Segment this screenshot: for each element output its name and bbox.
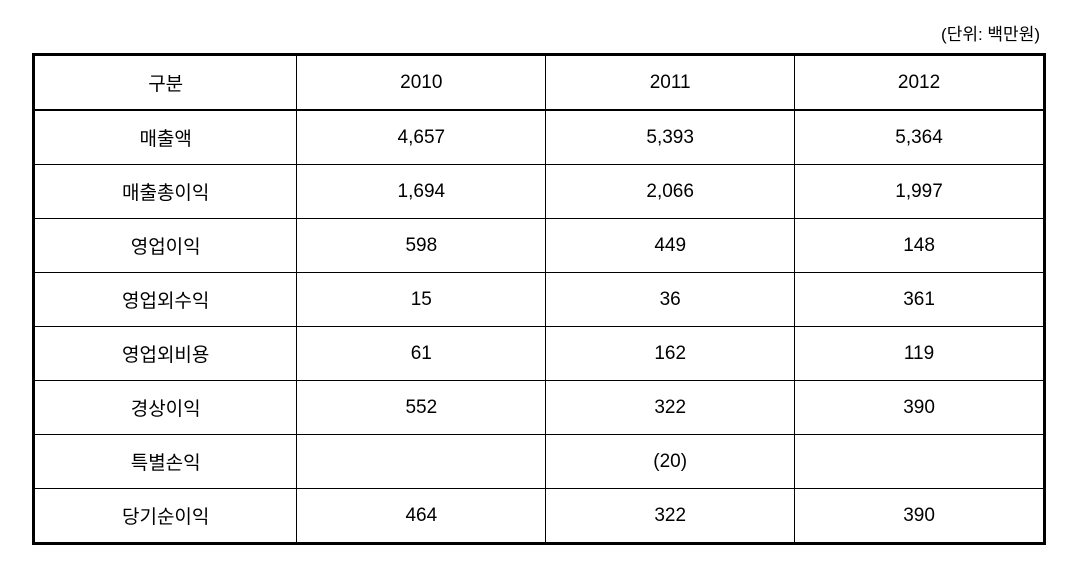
cell-value: 464: [297, 489, 546, 543]
cell-value: 322: [546, 381, 795, 435]
table-header: 구분 2010 2011 2012: [35, 56, 1044, 111]
cell-value: [795, 435, 1044, 489]
table-row: 영업외수익 15 36 361: [35, 273, 1044, 327]
cell-value: 449: [546, 219, 795, 273]
cell-value: 119: [795, 327, 1044, 381]
cell-value: 1,694: [297, 165, 546, 219]
header-row: 구분 2010 2011 2012: [35, 56, 1044, 110]
cell-value: 390: [795, 381, 1044, 435]
cell-value: 1,997: [795, 165, 1044, 219]
row-label: 당기순이익: [35, 489, 297, 543]
cell-value: 36: [546, 273, 795, 327]
header-separator: [35, 110, 1044, 111]
row-label: 영업이익: [35, 219, 297, 273]
table-wrapper: 구분 2010 2011 2012 매출액 4,657 5,393 5,364 …: [32, 53, 1046, 545]
cell-value: 5,393: [546, 111, 795, 165]
cell-value: 61: [297, 327, 546, 381]
cell-value: 322: [546, 489, 795, 543]
table-row: 당기순이익 464 322 390: [35, 489, 1044, 543]
table-row: 영업외비용 61 162 119: [35, 327, 1044, 381]
row-label: 경상이익: [35, 381, 297, 435]
table-row: 매출액 4,657 5,393 5,364: [35, 111, 1044, 165]
header-year-2010: 2010: [297, 56, 546, 110]
table-row: 영업이익 598 449 148: [35, 219, 1044, 273]
header-year-2012: 2012: [795, 56, 1044, 110]
cell-value: 148: [795, 219, 1044, 273]
row-label: 영업외비용: [35, 327, 297, 381]
cell-value: 390: [795, 489, 1044, 543]
unit-label: (단위: 백만원): [20, 20, 1058, 45]
row-label: 특별손익: [35, 435, 297, 489]
cell-value: 4,657: [297, 111, 546, 165]
cell-value: 598: [297, 219, 546, 273]
table-container: (단위: 백만원) 구분 2010 2011 2012 매출액 4,657 5,…: [20, 20, 1058, 545]
table-row: 특별손익 (20): [35, 435, 1044, 489]
cell-value: 552: [297, 381, 546, 435]
cell-value: 15: [297, 273, 546, 327]
table-row: 매출총이익 1,694 2,066 1,997: [35, 165, 1044, 219]
header-year-2011: 2011: [546, 56, 795, 110]
table-row: 경상이익 552 322 390: [35, 381, 1044, 435]
row-label: 영업외수익: [35, 273, 297, 327]
cell-value: 361: [795, 273, 1044, 327]
financial-table: 구분 2010 2011 2012 매출액 4,657 5,393 5,364 …: [34, 55, 1044, 543]
cell-value: 2,066: [546, 165, 795, 219]
table-body: 매출액 4,657 5,393 5,364 매출총이익 1,694 2,066 …: [35, 111, 1044, 543]
header-category: 구분: [35, 56, 297, 110]
row-label: 매출액: [35, 111, 297, 165]
cell-value: (20): [546, 435, 795, 489]
row-label: 매출총이익: [35, 165, 297, 219]
cell-value: [297, 435, 546, 489]
cell-value: 5,364: [795, 111, 1044, 165]
cell-value: 162: [546, 327, 795, 381]
